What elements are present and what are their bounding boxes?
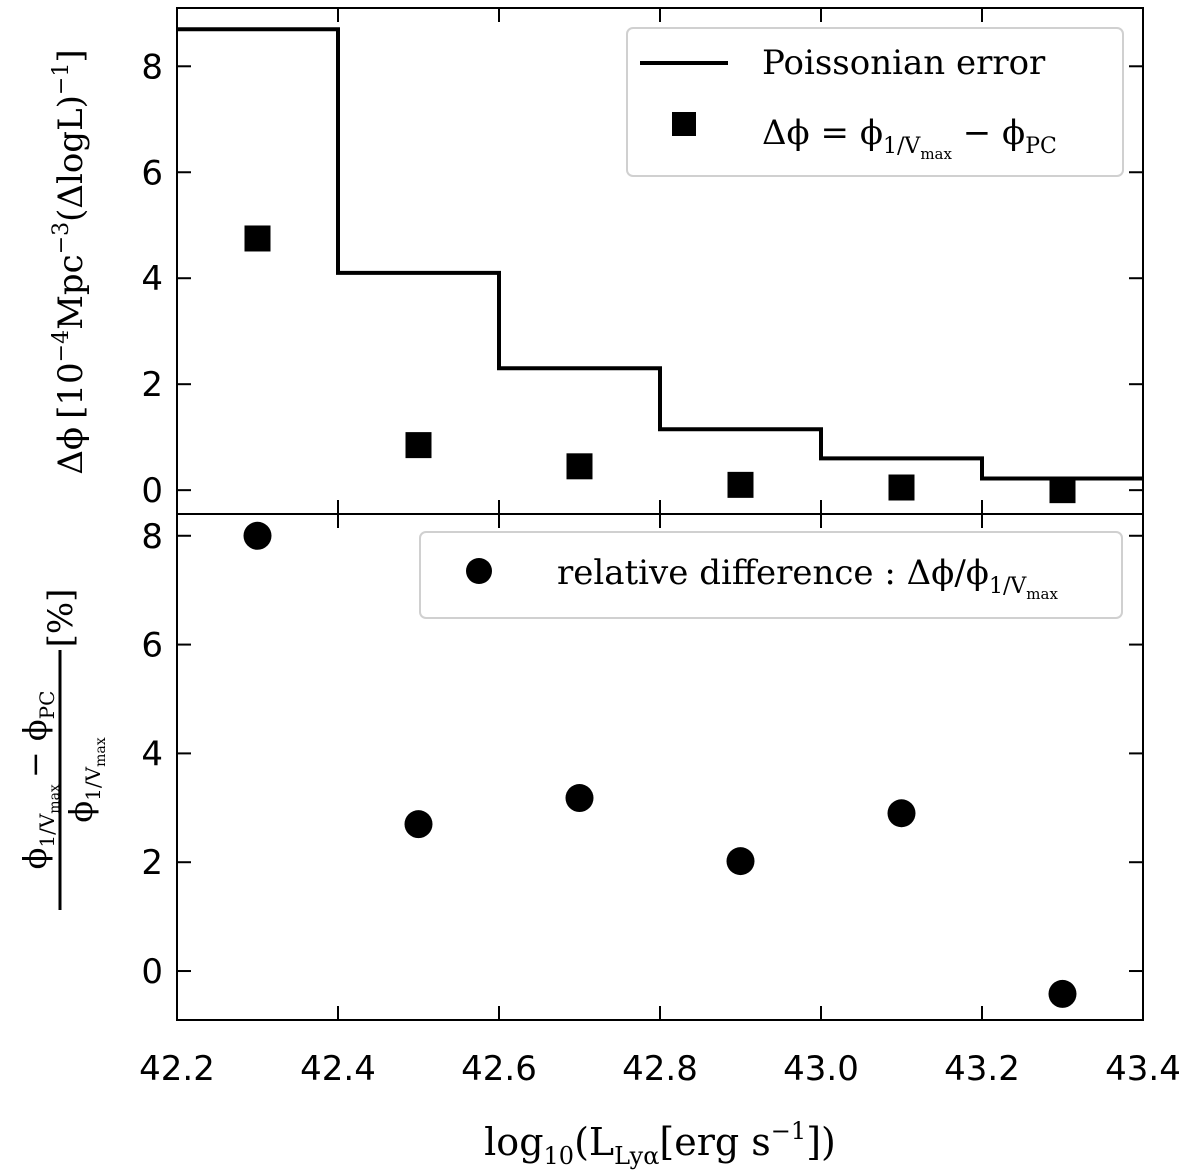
svg-text:[%]: [%]	[41, 589, 81, 648]
top-legend: Poissonian error Δϕ = ϕ1/Vmax − ϕPC	[626, 27, 1124, 177]
top-x-ticks	[176, 8, 1144, 514]
top-y-tick-label: 6	[141, 153, 163, 193]
bottom-y-ticks: 0 2 4 6 8	[141, 517, 1143, 992]
delta-phi-square	[888, 474, 915, 501]
legend-delta-phi-label: Δϕ = ϕ1/Vmax − ϕPC	[762, 113, 1057, 163]
x-tick-label: 42.6	[461, 1049, 537, 1089]
svg-text:ϕ1/Vmax− ϕPC: ϕ1/Vmax− ϕPC	[16, 691, 63, 870]
top-y-axis-label: Δϕ[10−4Mpc−3(ΔlogL)−1]	[49, 49, 91, 474]
bottom-y-axis-label: ϕ1/Vmax− ϕPC ϕ1/Vmax [%]	[16, 589, 109, 910]
x-tick-label: 43.4	[1105, 1049, 1181, 1089]
delta-phi-square	[1049, 477, 1076, 504]
x-tick-label: 43.2	[944, 1049, 1020, 1089]
delta-phi-square	[244, 225, 271, 252]
top-legend-box	[626, 27, 1124, 177]
top-y-tick-label: 2	[141, 365, 163, 405]
bottom-y-tick-label: 2	[141, 843, 163, 883]
x-tick-label: 42.2	[139, 1049, 215, 1089]
delta-phi-markers	[244, 225, 1076, 504]
top-y-ticks: 0 2 4 6 8	[141, 47, 1143, 511]
delta-phi-square	[566, 453, 593, 480]
x-tick-label: 43.0	[783, 1049, 859, 1089]
bottom-y-tick-label: 4	[141, 734, 163, 774]
bottom-panel: 0 2 4 6 8 relative difference : Δϕ/ϕ1/Vmax ϕ…	[16, 513, 1144, 1021]
relative-difference-dot	[1048, 979, 1077, 1008]
bottom-legend-box	[419, 531, 1123, 619]
bottom-legend: relative difference : Δϕ/ϕ1/Vmax	[419, 531, 1123, 619]
relative-difference-markers	[243, 521, 1077, 1008]
x-tick-label: 42.8	[622, 1049, 698, 1089]
legend-relative-difference-label: relative difference : Δϕ/ϕ1/Vmax	[557, 553, 1058, 603]
relative-difference-dot	[565, 784, 594, 813]
bottom-y-tick-label: 0	[141, 952, 163, 992]
x-axis-label: log10(LLyα[erg s−1])	[484, 1117, 836, 1170]
legend-poisson-label: Poissonian error	[762, 43, 1046, 83]
x-tick-labels: 42.2 42.4 42.6 42.8 43.0 43.2 43.4	[139, 1049, 1181, 1089]
legend-circle-swatch	[466, 558, 492, 584]
delta-phi-square	[405, 432, 432, 459]
x-tick-label: 42.4	[300, 1049, 376, 1089]
relative-difference-dot	[726, 847, 755, 876]
relative-difference-dot	[404, 810, 433, 839]
poisson-error-step-line	[177, 27, 1143, 481]
legend-square-swatch	[672, 112, 696, 136]
top-y-tick-label: 0	[141, 471, 163, 511]
top-y-tick-label: 8	[141, 47, 163, 87]
relative-difference-dot	[243, 521, 272, 550]
bottom-y-tick-label: 8	[141, 517, 163, 557]
top-y-tick-label: 4	[141, 259, 163, 299]
bottom-y-tick-label: 6	[141, 626, 163, 666]
bottom-x-ticks	[176, 514, 1144, 1020]
top-panel: 0 2 4 6 8 Poissonian error Δϕ = ϕ1/Vmax − ϕP…	[49, 7, 1144, 515]
relative-difference-dot	[887, 799, 916, 828]
svg-text:ϕ1/Vmax: ϕ1/Vmax	[62, 737, 109, 822]
delta-phi-square	[727, 471, 754, 498]
